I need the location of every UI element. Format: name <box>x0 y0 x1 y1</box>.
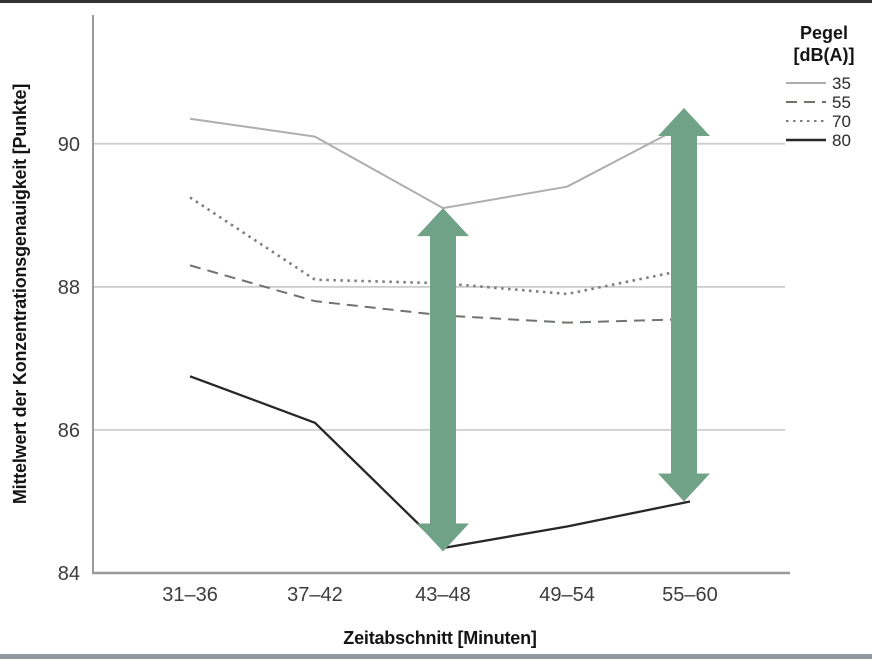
x-tick-label: 49–54 <box>539 584 595 606</box>
legend-entry-label: 55 <box>832 93 851 112</box>
x-tick-label: 37–42 <box>287 584 343 606</box>
y-tick-labels: 84 86 88 90 <box>58 134 80 585</box>
x-tick-label: 31–36 <box>162 584 218 606</box>
y-tick-label: 88 <box>58 277 80 299</box>
y-tick-label: 90 <box>58 134 80 156</box>
x-axis-title: Zeitabschnitt [Minuten] <box>343 628 536 648</box>
x-tick-label: 43–48 <box>415 584 471 606</box>
axes <box>92 15 790 575</box>
legend-title-line2: [dB(A)] <box>794 45 855 65</box>
y-tick-label: 84 <box>58 563 80 585</box>
legend-title-line1: Pegel <box>800 23 848 43</box>
legend-entry-label: 70 <box>832 112 851 131</box>
figure-bottom-rule <box>0 654 872 659</box>
y-axis-title: Mittelwert der Konzentrationsgenauigkeit… <box>10 84 30 504</box>
annotation-arrows <box>417 108 710 552</box>
legend-entry-label: 80 <box>832 131 851 150</box>
series-line-70 <box>189 196 691 296</box>
x-tick-labels: 31–36 37–42 43–48 49–54 55–60 <box>162 584 718 606</box>
legend-entry-label: 35 <box>832 74 851 93</box>
y-tick-label: 86 <box>58 420 80 442</box>
double-arrow-annotation <box>657 108 710 502</box>
figure-top-rule <box>0 0 872 3</box>
x-tick-label: 55–60 <box>662 584 718 606</box>
series-line-35 <box>189 117 691 210</box>
double-arrow-annotation <box>417 208 470 552</box>
